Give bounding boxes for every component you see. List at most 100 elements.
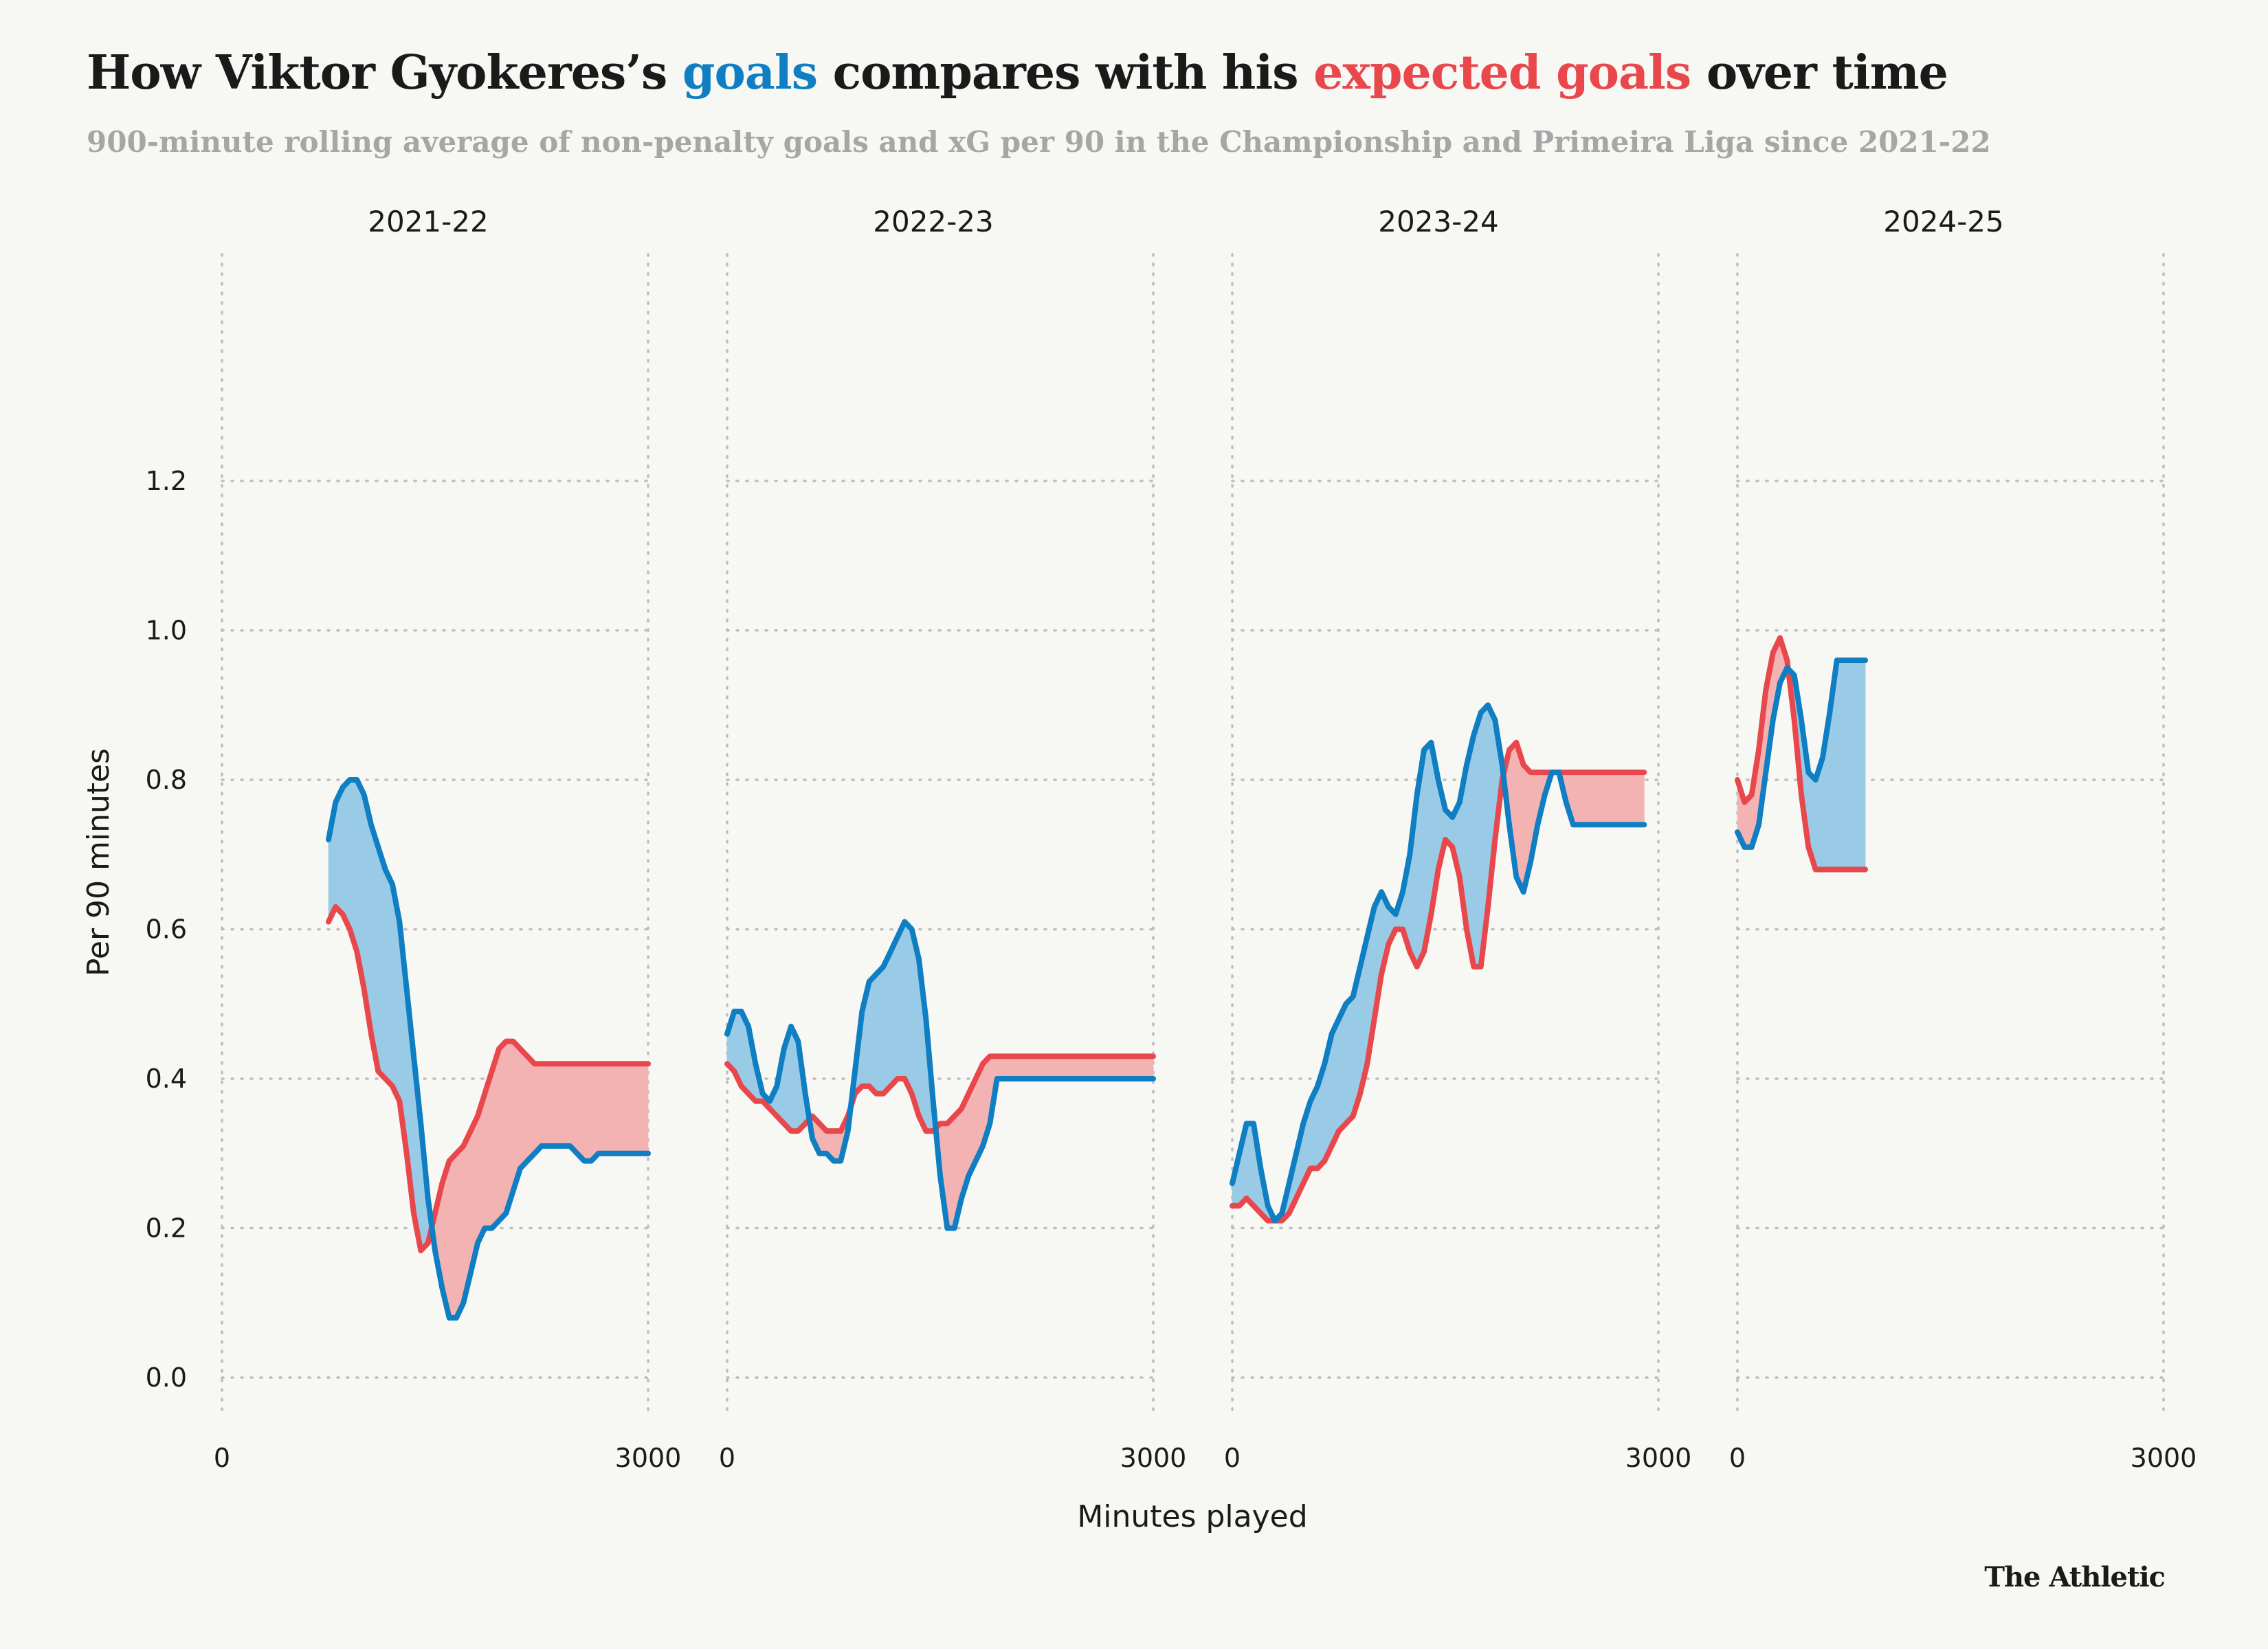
- xg-over-goals-area: [1053, 1056, 1062, 1079]
- xg-over-goals-area: [1131, 1056, 1139, 1079]
- y-tick-label: 1.0: [146, 616, 187, 646]
- xg-over-goals-area: [1124, 1056, 1133, 1079]
- xg-over-goals-area: [526, 1055, 535, 1162]
- goals-over-xg-area: [1858, 660, 1866, 870]
- xg-over-goals-area: [555, 1063, 564, 1147]
- xg-over-goals-area: [534, 1063, 542, 1154]
- goals-over-xg-area: [890, 936, 898, 1087]
- chart-title: How Viktor Gyokeres’s goals compares wit…: [87, 45, 1948, 100]
- xg-over-goals-area: [1594, 772, 1602, 825]
- goals-line: [326, 777, 651, 1321]
- panel-2022-23: 0 3000 2022-23: [719, 205, 1186, 1473]
- xg-over-goals-area: [449, 1152, 457, 1319]
- xg-line: [1230, 739, 1647, 1224]
- chart-subtitle: 900-minute rolling average of non-penalt…: [87, 125, 1991, 159]
- xg-over-goals-area: [456, 1145, 464, 1319]
- xg-over-goals-area: [1608, 772, 1616, 825]
- x-tick-label: 0: [1224, 1443, 1241, 1473]
- xg-over-goals-area: [1096, 1056, 1104, 1079]
- xg-over-goals-area: [1032, 1056, 1041, 1079]
- xg-over-goals-area: [612, 1063, 621, 1154]
- xg-over-goals-area: [541, 1063, 549, 1147]
- goals-over-xg-area: [1345, 996, 1354, 1125]
- xg-over-goals-area: [1146, 1056, 1154, 1079]
- xg-over-goals-area: [1636, 772, 1645, 825]
- panel-title: 2023-24: [1378, 205, 1499, 238]
- xg-over-goals-area: [1615, 772, 1623, 825]
- panel-2021-22: 0 3000 2021-22: [214, 205, 681, 1473]
- x-tick-label: 0: [214, 1443, 230, 1473]
- goals-line: [1735, 658, 1868, 850]
- xg-over-goals-area: [1039, 1056, 1047, 1079]
- xg-over-goals-area: [626, 1063, 634, 1154]
- xg-over-goals-area: [641, 1063, 649, 1154]
- goals-over-xg-area: [882, 951, 891, 1095]
- xg-over-goals-area: [1138, 1056, 1147, 1079]
- panels-group: 0 3000 2021-22 0 3000 2022-23 0 3000 2023-24 0 300…: [146, 205, 2197, 1473]
- panel-2024-25: 0 3000 2024-25: [1729, 205, 2197, 1473]
- x-axis-label: Minutes played: [1077, 1499, 1307, 1534]
- xg-over-goals-area: [946, 1115, 955, 1229]
- goals-over-xg-area: [869, 973, 877, 1095]
- xg-over-goals-area: [1089, 1056, 1097, 1079]
- y-tick-label: 0.4: [146, 1064, 187, 1094]
- xg-over-goals-area: [562, 1063, 570, 1147]
- xg-line: [326, 904, 651, 1254]
- xg-over-goals-area: [590, 1063, 599, 1162]
- x-tick-label: 0: [1729, 1443, 1746, 1473]
- xg-over-goals-area: [548, 1063, 557, 1147]
- y-tick-label: 0.8: [146, 765, 187, 795]
- x-tick-label: 3000: [2131, 1443, 2197, 1473]
- xg-over-goals-area: [1060, 1056, 1069, 1079]
- xg-over-goals-area: [520, 1048, 528, 1169]
- xg-over-goals-area: [1579, 772, 1588, 825]
- xg-line: [724, 1053, 1156, 1134]
- xg-over-goals-area: [1010, 1056, 1019, 1079]
- x-tick-label: 3000: [615, 1443, 682, 1473]
- panel-title: 2024-25: [1883, 205, 2004, 238]
- xg-over-goals-area: [605, 1063, 613, 1154]
- goals-over-xg-area: [1843, 660, 1852, 870]
- goals-line: [724, 919, 1156, 1231]
- xg-over-goals-area: [1003, 1056, 1012, 1079]
- xg-over-goals-area: [1074, 1056, 1083, 1079]
- title-part-1: How Viktor Gyokeres’s: [87, 45, 682, 100]
- xg-over-goals-area: [1018, 1056, 1026, 1079]
- goals-over-xg-area: [377, 846, 386, 1079]
- xg-over-goals-area: [619, 1063, 627, 1154]
- x-tick-label: 3000: [1625, 1443, 1692, 1473]
- xg-over-goals-area: [1622, 772, 1631, 825]
- xg-over-goals-area: [1025, 1056, 1033, 1079]
- xg-over-goals-area: [633, 1063, 642, 1154]
- xg-line: [1735, 635, 1868, 873]
- title-xg-label: expected goals: [1313, 45, 1691, 100]
- title-goals-label: goals: [682, 45, 818, 100]
- xg-over-goals-area: [598, 1063, 606, 1154]
- xg-over-goals-area: [1601, 772, 1610, 825]
- y-axis-label: Per 90 minutes: [81, 748, 116, 976]
- panel-2023-24: 0 3000 2023-24: [1224, 205, 1691, 1473]
- panel-title: 2021-22: [368, 205, 489, 238]
- goals-over-xg-area: [897, 921, 905, 1079]
- xg-over-goals-area: [1572, 772, 1581, 825]
- xg-over-goals-area: [1110, 1056, 1118, 1079]
- title-part-3: over time: [1691, 45, 1948, 100]
- goals-over-xg-area: [385, 869, 393, 1087]
- goals-over-xg-area: [1246, 1123, 1254, 1207]
- y-tick-label: 0.0: [146, 1362, 187, 1393]
- y-tick-label: 1.2: [146, 466, 187, 496]
- xg-over-goals-area: [1117, 1056, 1126, 1079]
- xg-over-goals-area: [569, 1063, 578, 1154]
- goals-over-xg-area: [1473, 712, 1482, 967]
- xg-over-goals-area: [1082, 1056, 1090, 1079]
- goals-over-xg-area: [342, 778, 351, 930]
- y-tick-label: 0.2: [146, 1213, 187, 1244]
- goals-over-xg-area: [904, 921, 913, 1094]
- goals-line: [1230, 702, 1647, 1224]
- xg-over-goals-area: [583, 1063, 592, 1161]
- xg-over-goals-area: [498, 1040, 507, 1222]
- x-tick-label: 0: [719, 1443, 735, 1473]
- xg-over-goals-area: [1630, 772, 1638, 825]
- goals-over-xg-area: [1836, 660, 1845, 870]
